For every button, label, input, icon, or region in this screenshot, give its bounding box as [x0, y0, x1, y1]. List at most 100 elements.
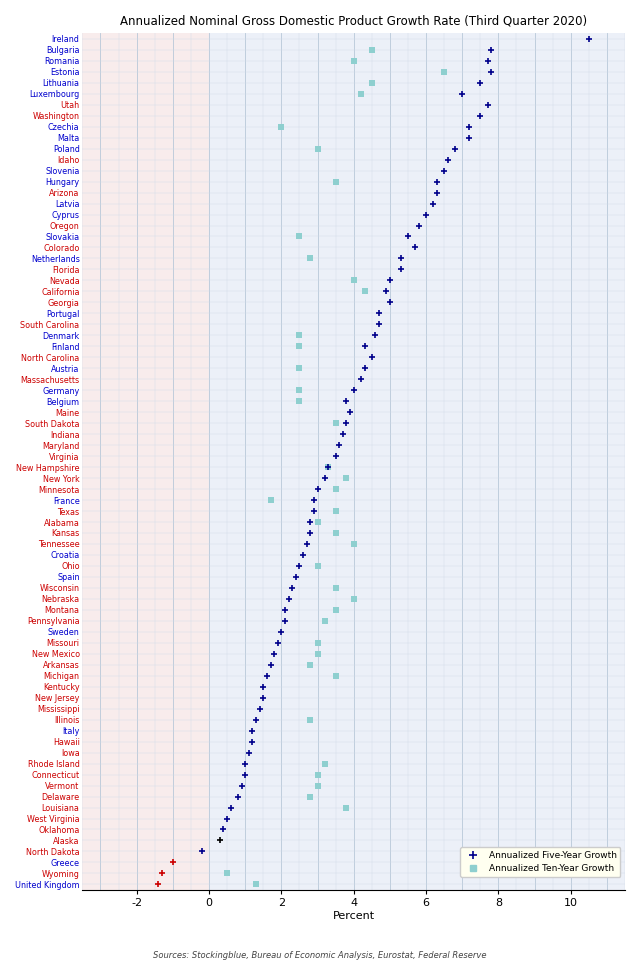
Point [323, 460, 333, 475]
Point [225, 800, 236, 815]
Point [276, 119, 287, 134]
Point [222, 866, 232, 881]
Point [244, 745, 254, 760]
Point [319, 613, 330, 629]
Point [349, 273, 359, 288]
Point [222, 811, 232, 827]
Point [236, 778, 246, 793]
Point [319, 470, 330, 486]
Point [301, 537, 312, 552]
Point [360, 284, 370, 300]
Point [266, 492, 276, 508]
Point [341, 416, 351, 431]
Point [312, 481, 323, 496]
Point [294, 228, 305, 244]
Point [374, 305, 384, 321]
Point [475, 75, 485, 90]
Point [465, 119, 475, 134]
X-axis label: Percent: Percent [333, 911, 375, 921]
Point [330, 416, 340, 431]
Point [457, 86, 467, 102]
Point [341, 470, 351, 486]
Point [287, 580, 298, 595]
Point [294, 382, 305, 397]
Point [341, 394, 351, 409]
Point [305, 789, 316, 804]
Point [345, 404, 355, 420]
Point [483, 53, 493, 68]
Point [465, 130, 475, 145]
Point [305, 712, 316, 728]
Point [360, 339, 370, 354]
Point [330, 602, 340, 617]
Point [312, 515, 323, 530]
Point [367, 42, 377, 58]
Point [330, 448, 340, 464]
Point [330, 668, 340, 684]
Point [356, 86, 366, 102]
Point [258, 690, 268, 706]
Point [334, 438, 344, 453]
Point [483, 97, 493, 112]
Point [486, 42, 496, 58]
Point [291, 569, 301, 585]
Point [258, 679, 268, 694]
Bar [83, 34, 209, 890]
Point [413, 218, 424, 233]
Point [251, 876, 261, 892]
Point [312, 141, 323, 156]
Point [330, 174, 340, 189]
Point [341, 800, 351, 815]
Point [349, 53, 359, 68]
Point [251, 712, 261, 728]
Point [443, 152, 453, 167]
Point [385, 273, 395, 288]
Point [240, 756, 250, 771]
Point [410, 240, 420, 255]
Point [319, 756, 330, 771]
Point [349, 382, 359, 397]
Point [367, 349, 377, 365]
Point [255, 701, 265, 716]
Point [439, 64, 449, 80]
Point [233, 789, 243, 804]
Point [294, 559, 305, 574]
Point [312, 646, 323, 661]
Point [349, 537, 359, 552]
Text: Sources: Stockingblue, Bureau of Economic Analysis, Eurostat, Federal Reserve: Sources: Stockingblue, Bureau of Economi… [153, 951, 487, 960]
Point [312, 778, 323, 793]
Point [269, 646, 279, 661]
Bar [209, 34, 625, 890]
Point [360, 361, 370, 376]
Point [450, 141, 460, 156]
Point [330, 481, 340, 496]
Point [168, 854, 178, 870]
Point [280, 602, 290, 617]
Point [308, 492, 319, 508]
Point [266, 657, 276, 672]
Point [157, 866, 167, 881]
Point [486, 64, 496, 80]
Point [356, 372, 366, 387]
Point [294, 339, 305, 354]
Point [312, 559, 323, 574]
Point [396, 262, 406, 277]
Point [305, 657, 316, 672]
Point [367, 75, 377, 90]
Point [584, 31, 594, 46]
Point [330, 580, 340, 595]
Point [385, 295, 395, 310]
Point [273, 636, 283, 651]
Point [403, 228, 413, 244]
Point [153, 876, 163, 892]
Point [381, 284, 392, 300]
Point [262, 668, 272, 684]
Point [305, 251, 316, 266]
Point [294, 394, 305, 409]
Point [349, 591, 359, 607]
Point [475, 108, 485, 124]
Point [280, 613, 290, 629]
Point [312, 636, 323, 651]
Point [330, 525, 340, 540]
Point [215, 832, 225, 848]
